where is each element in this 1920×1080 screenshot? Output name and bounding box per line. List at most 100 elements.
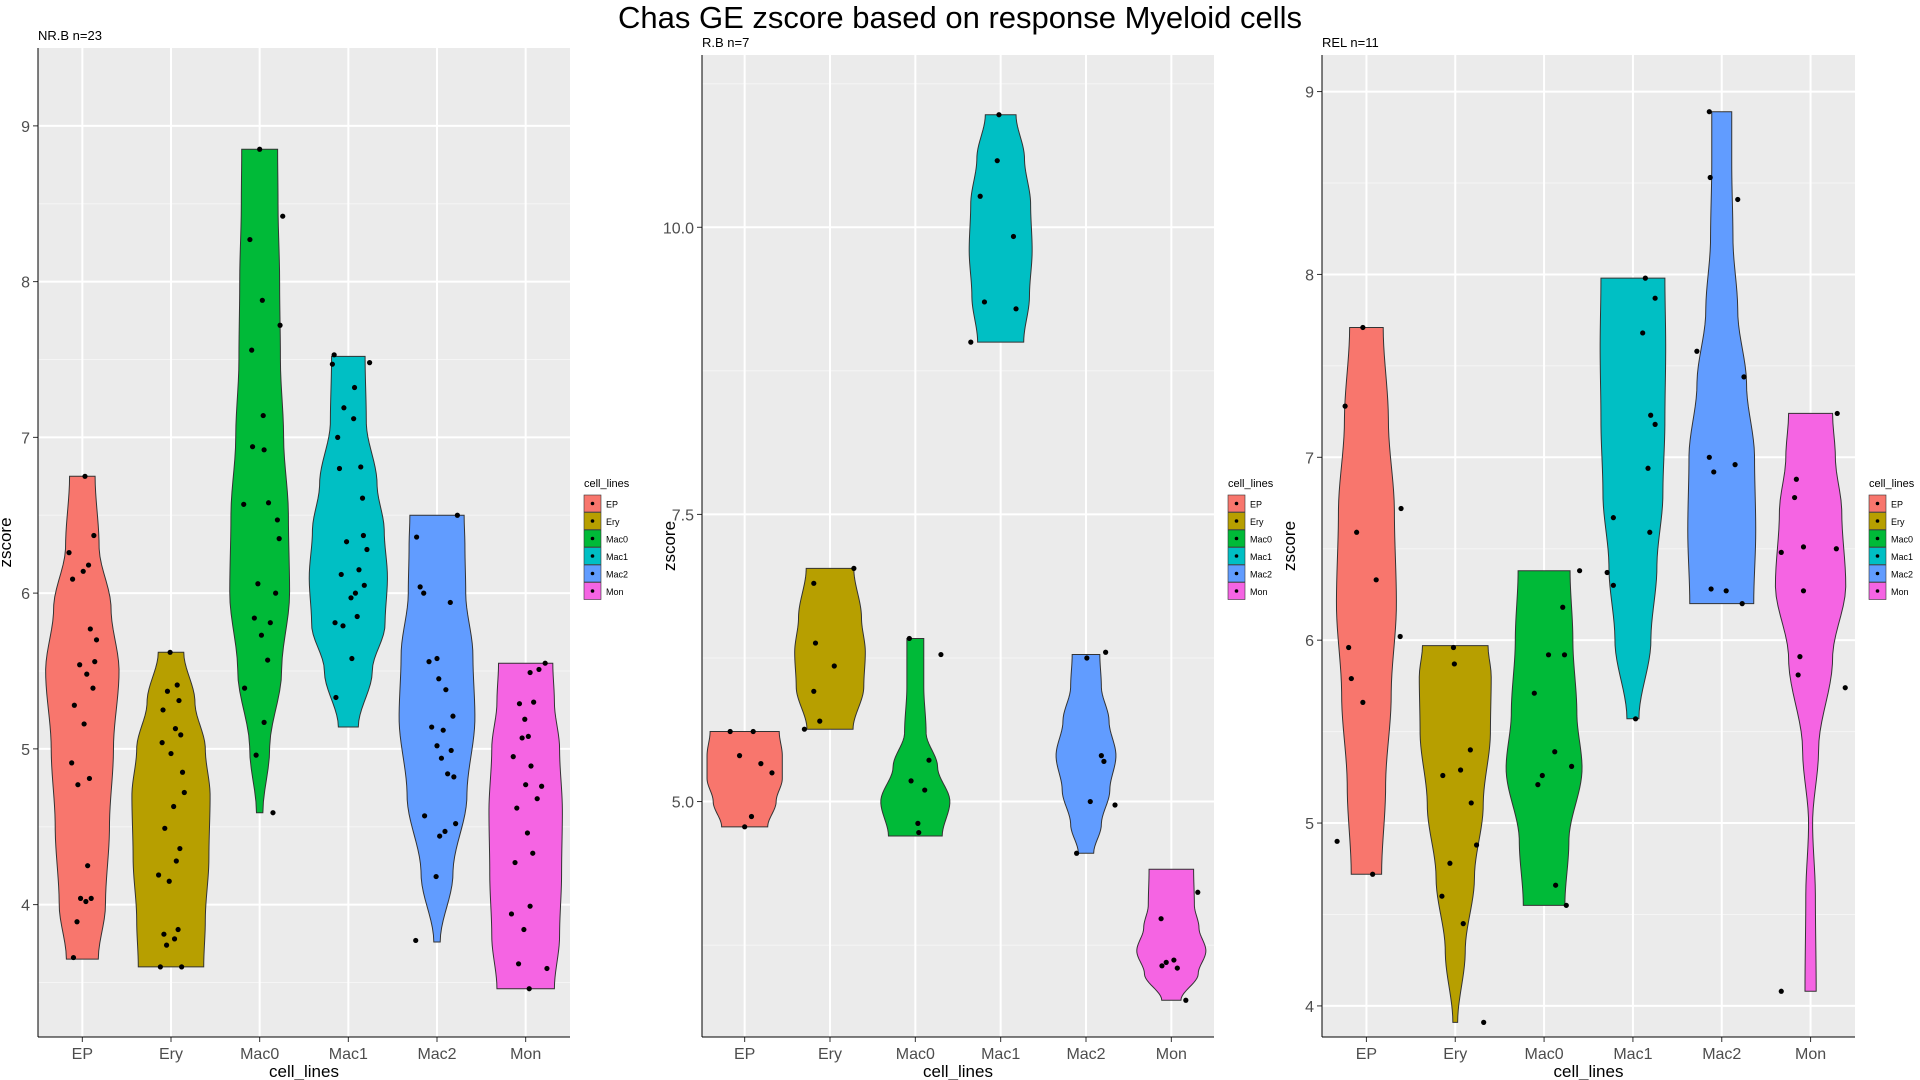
data-point [249, 347, 255, 353]
data-point [270, 810, 276, 816]
data-point [542, 660, 548, 666]
data-point [421, 590, 427, 596]
data-point [1468, 800, 1474, 806]
data-point [273, 590, 279, 596]
data-point [261, 447, 267, 453]
legend-point [590, 589, 595, 593]
data-point [433, 873, 439, 880]
data-point [74, 919, 80, 925]
y-axis-title: zscore [0, 517, 15, 567]
legend-label: EP [606, 500, 618, 510]
data-point [265, 657, 271, 663]
legend-key-mac0: Mac0 [583, 529, 628, 548]
data-point [1440, 772, 1446, 779]
data-point [276, 536, 282, 542]
data-point [1101, 758, 1107, 764]
data-point [1084, 655, 1090, 661]
legend-key-mon: Mon [1868, 582, 1909, 600]
data-point [351, 384, 358, 391]
data-point [1334, 838, 1340, 844]
data-point [429, 724, 435, 730]
violin-ery [1418, 645, 1492, 1023]
violin-mac2 [1055, 654, 1117, 854]
data-point [241, 501, 247, 507]
y-tick-label: 8 [21, 275, 30, 292]
data-point [977, 193, 983, 199]
data-point [1346, 644, 1352, 651]
x-axis-title: cell_lines [1554, 1062, 1624, 1080]
y-tick-label: 6 [1305, 633, 1314, 650]
data-point [87, 626, 93, 632]
data-point [81, 721, 87, 727]
data-point [454, 512, 460, 518]
data-point [176, 697, 182, 704]
data-point [1360, 699, 1366, 705]
x-tick-label: Mac0 [896, 1046, 935, 1063]
data-point [341, 405, 347, 411]
data-point [1645, 465, 1651, 471]
data-point [343, 539, 350, 545]
data-point [367, 360, 373, 366]
data-point [750, 728, 756, 735]
data-point [259, 297, 265, 303]
data-point [1795, 672, 1801, 678]
legend-key-ep: EP [1868, 494, 1903, 513]
legend-point [1875, 501, 1880, 506]
data-point [1174, 965, 1180, 971]
data-point [356, 567, 362, 573]
legend-key-ep: EP [1227, 494, 1262, 513]
legend-label: Mac0 [1250, 535, 1272, 545]
x-tick-label: EP [72, 1046, 93, 1063]
data-point [1171, 957, 1177, 963]
panel-background [1322, 55, 1855, 1037]
data-point [527, 669, 533, 676]
data-point [265, 500, 272, 506]
data-point [85, 562, 92, 568]
data-point [157, 964, 163, 970]
data-point [436, 676, 442, 682]
data-point [916, 829, 922, 836]
violin-ery [794, 567, 866, 730]
data-point [1545, 652, 1552, 658]
legend-label: Ery [1891, 517, 1905, 527]
legend-key-mac2: Mac2 [1868, 564, 1913, 583]
data-point [340, 623, 346, 629]
data-point [1074, 850, 1080, 856]
data-point [1360, 324, 1366, 331]
data-point [938, 651, 944, 658]
data-point [1342, 403, 1348, 409]
data-point [82, 473, 88, 479]
data-point [1010, 233, 1017, 240]
data-point [1553, 882, 1559, 888]
data-point [450, 713, 456, 719]
data-point [1447, 860, 1453, 866]
data-point [167, 649, 173, 655]
data-point [1473, 842, 1480, 848]
data-point [1647, 529, 1653, 535]
legend-key-mac0: Mac0 [1868, 529, 1913, 548]
data-point [1195, 889, 1201, 895]
data-point [851, 565, 857, 572]
data-point [333, 694, 339, 701]
data-point [1723, 588, 1729, 594]
data-point [354, 613, 360, 620]
legend-label: Mac2 [1250, 570, 1272, 580]
data-point [508, 911, 515, 917]
data-point [1539, 772, 1545, 779]
legend-point [1875, 589, 1880, 593]
x-tick-label: Mon [1156, 1046, 1187, 1063]
data-point [349, 655, 355, 662]
y-tick-label: 7.5 [672, 507, 694, 524]
y-tick-label: 6 [21, 586, 30, 603]
legend-key-mon: Mon [583, 582, 624, 600]
data-point [161, 931, 167, 937]
y-tick-label: 9 [1305, 85, 1314, 102]
data-point [906, 635, 912, 642]
panel-2: 4 5 6 7 8 9 EP Ery Mac0 Mac1 Mac2 Mon REL n=11 cell_l… [1280, 35, 1915, 1080]
legend-point [590, 571, 595, 576]
legend-label: Mon [606, 587, 624, 597]
legend-point [590, 501, 595, 506]
x-tick-label: Mac1 [329, 1046, 368, 1063]
data-point [831, 663, 837, 669]
x-tick-label: Mac2 [417, 1046, 456, 1063]
